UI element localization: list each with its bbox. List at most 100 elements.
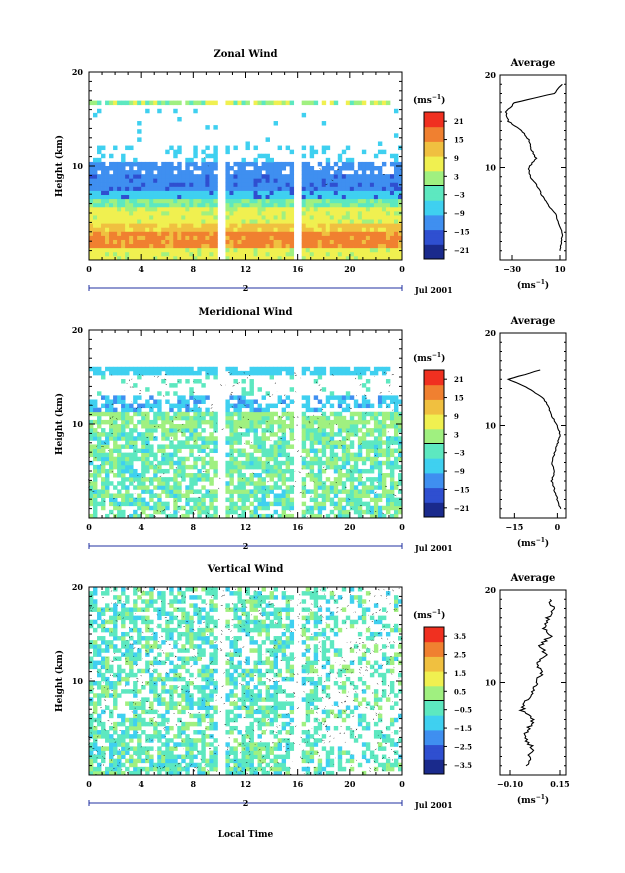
heatmap-cell: [329, 239, 335, 245]
heatmap-cell: [153, 721, 158, 727]
heatmap-cell: [117, 509, 122, 515]
heatmap-cell: [161, 468, 166, 474]
heatmap-cell: [137, 219, 142, 224]
heatmap-cell: [373, 223, 379, 228]
heatmap-cell: [205, 370, 210, 376]
heatmap-cell: [205, 419, 210, 425]
heatmap-cell: [177, 591, 182, 596]
heatmap-cell: [353, 243, 359, 249]
colorbar-band: [424, 115, 444, 120]
heatmap-cell: [169, 652, 174, 657]
heatmap-cell: [277, 399, 283, 404]
heatmap-cell: [253, 419, 258, 425]
heatmap-cell: [313, 452, 319, 458]
heatmap-cell: [289, 501, 295, 507]
heatmap-cell: [245, 403, 250, 409]
heatmap-cell: [97, 108, 102, 114]
heatmap-cell: [121, 485, 126, 490]
heatmap-cell: [281, 509, 287, 515]
heatmap-cell: [201, 166, 206, 171]
heatmap-cell: [133, 640, 138, 645]
contour-segment: [267, 481, 269, 483]
heatmap-cell: [105, 473, 110, 478]
heatmap-cell: [157, 644, 162, 649]
heatmap-cell: [209, 202, 214, 208]
heatmap-cell: [377, 178, 383, 183]
heatmap-cell: [245, 190, 250, 196]
heatmap-cell: [113, 705, 118, 711]
heatmap-cell: [105, 460, 110, 466]
heatmap-cell: [93, 513, 98, 519]
heatmap-cell: [181, 766, 186, 772]
heatmap-cell: [153, 734, 158, 739]
heatmap-cell: [285, 243, 291, 249]
heatmap-cell: [209, 190, 214, 196]
heatmap-cell: [213, 235, 218, 240]
contour-segment: [318, 384, 321, 386]
heatmap-cell: [233, 489, 238, 494]
heatmap-cell: [361, 194, 367, 200]
heatmap-cell: [273, 227, 278, 232]
heatmap-cell: [249, 206, 254, 212]
heatmap-cell: [185, 231, 190, 236]
heatmap-cell: [237, 194, 242, 200]
heatmap-cell: [201, 223, 206, 228]
heatmap-cell: [113, 415, 118, 421]
heatmap-cell: [137, 627, 142, 633]
heatmap-cell: [93, 456, 98, 462]
heatmap-cell: [209, 501, 214, 507]
contour-segment: [307, 416, 309, 418]
heatmap-cell: [245, 419, 250, 425]
heatmap-cell: [325, 419, 331, 425]
heatmap-cell: [245, 182, 250, 187]
heatmap-cell: [193, 440, 198, 445]
heatmap-cell: [125, 407, 130, 413]
heatmap-cell: [97, 681, 102, 686]
colorbar-band: [424, 236, 444, 242]
heatmap-cell: [181, 235, 186, 240]
heatmap-cell: [129, 497, 134, 503]
heatmap-cell: [329, 395, 335, 400]
heatmap-cell: [241, 493, 246, 498]
heatmap-cell: [185, 178, 190, 183]
heatmap-cell: [201, 161, 206, 167]
heatmap-cell: [349, 210, 355, 216]
heatmap-cell: [397, 473, 403, 478]
heatmap-cell: [289, 166, 295, 171]
heatmap-cell: [209, 198, 214, 204]
heatmap-cell: [113, 758, 118, 764]
heatmap-cell: [193, 210, 198, 216]
heatmap-cell: [249, 428, 254, 433]
heatmap-cell: [89, 247, 94, 253]
heatmap-cell: [157, 660, 162, 666]
heatmap-cell: [285, 251, 291, 257]
heatmap-cell: [333, 481, 339, 486]
heatmap-cell: [145, 615, 150, 621]
heatmap-cell: [389, 419, 395, 425]
heatmap-cell: [253, 444, 258, 449]
heatmap-cell: [129, 477, 134, 482]
heatmap-cell: [357, 473, 363, 478]
heatmap-cell: [273, 473, 278, 478]
heatmap-cell: [137, 615, 142, 621]
heatmap-cell: [109, 762, 114, 768]
heatmap-cell: [329, 235, 335, 240]
contour-segment: [359, 505, 362, 507]
heatmap-cell: [105, 644, 110, 649]
heatmap-cell: [225, 198, 230, 204]
heatmap-cell: [225, 452, 230, 458]
heatmap-cell: [113, 235, 118, 240]
heatmap-cell: [181, 190, 186, 196]
heatmap-cell: [129, 428, 134, 433]
heatmap-cell: [249, 194, 254, 200]
heatmap-cell: [329, 198, 335, 204]
heatmap-cell: [133, 513, 138, 519]
heatmap-cell: [277, 219, 283, 224]
heatmap-cell: [353, 227, 359, 232]
heatmap-cell: [149, 251, 154, 257]
heatmap-cell: [169, 219, 174, 224]
heatmap-cell: [377, 513, 383, 519]
contour-segment: [360, 372, 362, 374]
heatmap-cell: [145, 448, 150, 454]
heatmap-cell: [169, 178, 174, 183]
